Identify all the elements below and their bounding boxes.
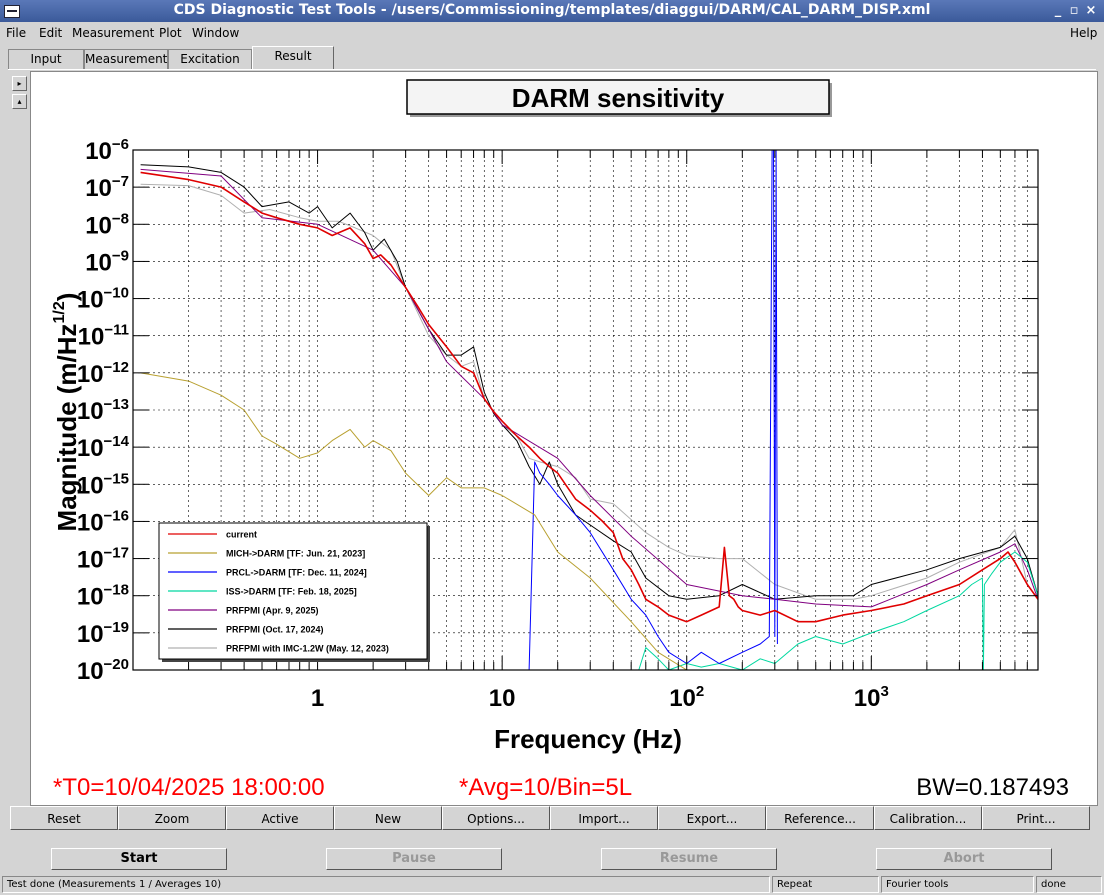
y-tick-label: 10−14 <box>77 433 130 462</box>
legend-entry: PRFPMI with IMC-1.2W (May. 12, 2023) <box>226 644 389 654</box>
legend-entry: PRFPMI (Oct. 17, 2024) <box>226 625 324 635</box>
menu-file[interactable]: File <box>6 26 27 40</box>
legend-entry: current <box>226 530 257 540</box>
y-tick-label: 10−7 <box>85 173 129 202</box>
status-tools: Fourier tools <box>881 876 1034 893</box>
y-axis-label-text: Magnitude (m/Hz1/2) <box>51 293 82 532</box>
x-axis-label: Frequency (Hz) <box>494 724 682 754</box>
x-tick-label: 102 <box>669 683 704 712</box>
tab-excitation[interactable]: Excitation <box>168 49 252 69</box>
chart-title: DARM sensitivity <box>512 83 725 113</box>
status-state: done <box>1036 876 1102 893</box>
legend-entry: PRCL->DARM [TF: Dec. 11, 2024] <box>226 568 367 578</box>
series-line <box>140 168 1038 608</box>
avg-bin-label: *Avg=10/Bin=5L <box>459 774 632 801</box>
series-line <box>140 372 687 670</box>
resume-button[interactable]: Resume <box>601 848 777 870</box>
y-tick-label: 10−13 <box>77 396 129 425</box>
x-tick-label: 1 <box>311 685 324 712</box>
y-tick-label: 10−17 <box>77 545 129 574</box>
y-tick-label: 10−11 <box>78 322 129 351</box>
tab-measurement[interactable]: Measurement <box>84 49 168 69</box>
legend-entry: ISS->DARM [TF: Feb. 18, 2025] <box>226 587 357 597</box>
darm-sensitivity-chart[interactable]: DARM sensitivity 10−610−710−810−910−1010… <box>31 72 1097 805</box>
series-line <box>638 551 1038 670</box>
series-line <box>528 150 778 670</box>
status-mode: Repeat <box>772 876 879 893</box>
y-tick-labels: 10−6 10−7 10−8 10−9 10−10 10−11 10−12 10−13 10−1… <box>77 136 130 685</box>
x-tick-label: 10 <box>489 685 516 712</box>
series-line <box>140 164 1038 600</box>
pause-button[interactable]: Pause <box>326 848 502 870</box>
legend-entry: PRFPMI (Apr. 9, 2025) <box>226 606 319 616</box>
zoom-button[interactable]: Zoom <box>118 806 226 830</box>
status-message: Test done (Measurements 1 / Averages 10) <box>2 876 770 893</box>
menu-help[interactable]: Help <box>1070 26 1098 40</box>
start-button[interactable]: Start <box>51 848 227 870</box>
y-tick-label: 10−6 <box>85 136 129 165</box>
y-axis-label: Magnitude (m/Hz1/2) <box>51 293 82 532</box>
tab-input[interactable]: Input <box>8 49 84 69</box>
y-tick-label: 10−16 <box>77 507 129 536</box>
bw-label: BW=0.187493 <box>916 774 1069 801</box>
menu-edit[interactable]: Edit <box>39 26 63 40</box>
plot-pad[interactable]: DARM sensitivity 10−6 10−7 10−8 10−9 10−10 10… <box>30 71 1098 806</box>
y-tick-label: 10−15 <box>77 470 129 499</box>
y-tick-label: 10−12 <box>77 359 129 388</box>
axis-ticks <box>133 149 1038 671</box>
abort-button[interactable]: Abort <box>876 848 1052 870</box>
y-tick-label: 10−20 <box>77 656 129 685</box>
x-tick-labels: 1 10 102 103 <box>311 683 889 712</box>
legend-entry: MICH->DARM [TF: Jun. 21, 2023] <box>226 549 365 559</box>
new-button[interactable]: New <box>334 806 442 830</box>
menu-bar: File Edit Measurement Plot Window Help <box>0 22 1104 44</box>
export-button[interactable]: Export... <box>658 806 766 830</box>
expand-up-icon[interactable]: ▴ <box>12 94 27 109</box>
window-title: CDS Diagnostic Test Tools - /users/Commi… <box>173 2 931 18</box>
options-button[interactable]: Options... <box>442 806 550 830</box>
close-icon[interactable]: × <box>1085 3 1097 18</box>
tab-divider <box>8 69 1096 70</box>
print-button[interactable]: Print... <box>982 806 1090 830</box>
y-tick-label: 10−18 <box>77 582 129 611</box>
maximize-icon[interactable]: ▫ <box>1069 3 1079 18</box>
menu-window[interactable]: Window <box>192 26 240 40</box>
action-button-row: Reset Zoom Active New Options... Import.… <box>10 806 1091 832</box>
minimize-icon[interactable]: _ <box>1054 3 1062 18</box>
active-button[interactable]: Active <box>226 806 334 830</box>
y-tick-label: 10−8 <box>85 210 129 239</box>
window-titlebar: CDS Diagnostic Test Tools - /users/Commi… <box>0 0 1104 22</box>
expand-right-icon[interactable]: ▸ <box>12 76 27 91</box>
window-menu-icon[interactable] <box>4 5 20 18</box>
series-line <box>140 171 1038 623</box>
menu-measurement[interactable]: Measurement <box>72 26 155 40</box>
legend: current MICH->DARM [TF: Jun. 21, 2023] PRC… <box>168 530 389 654</box>
t0-label: *T0=10/04/2025 18:00:00 <box>53 774 325 801</box>
calibration-button[interactable]: Calibration... <box>874 806 982 830</box>
title-box <box>406 79 830 115</box>
y-tick-label: 10−9 <box>85 247 129 276</box>
tab-result[interactable]: Result <box>252 46 334 69</box>
x-tick-label: 103 <box>854 683 889 712</box>
import-button[interactable]: Import... <box>550 806 658 830</box>
menu-plot[interactable]: Plot <box>159 26 182 40</box>
reset-button[interactable]: Reset <box>10 806 118 830</box>
series-layer <box>140 150 1038 670</box>
y-tick-label: 10−19 <box>77 619 129 648</box>
y-tick-label: 10−10 <box>77 285 129 314</box>
reference-button[interactable]: Reference... <box>766 806 874 830</box>
